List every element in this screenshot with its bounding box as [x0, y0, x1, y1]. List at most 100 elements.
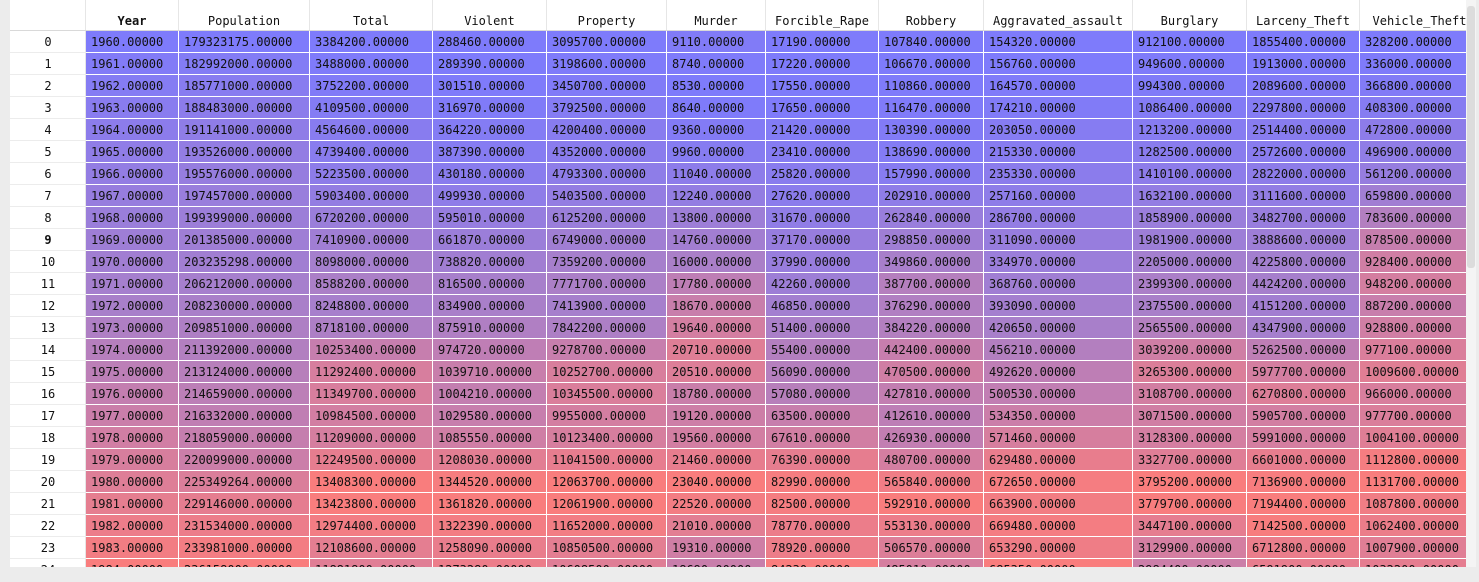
table-cell[interactable]: 197457000.00000: [178, 184, 310, 207]
column-header-robbery[interactable]: Robbery: [878, 0, 984, 31]
table-cell[interactable]: 7410900.00000: [309, 228, 433, 251]
table-cell[interactable]: 4564600.00000: [309, 118, 433, 141]
table-cell[interactable]: 3779700.00000: [1132, 492, 1247, 515]
table-cell[interactable]: 14760.00000: [666, 228, 766, 251]
table-cell[interactable]: 500530.00000: [983, 382, 1133, 405]
table-cell[interactable]: 430180.00000: [432, 162, 547, 185]
table-cell[interactable]: 17550.00000: [765, 74, 879, 97]
table-cell[interactable]: 592910.00000: [878, 492, 984, 515]
table-cell[interactable]: 229146000.00000: [178, 492, 310, 515]
row-index[interactable]: 21: [10, 492, 86, 515]
table-cell[interactable]: 8098000.00000: [309, 250, 433, 273]
table-cell[interactable]: 4225800.00000: [1246, 250, 1360, 273]
table-cell[interactable]: 82990.00000: [765, 470, 879, 493]
table-cell[interactable]: 1971.00000: [85, 272, 179, 295]
table-cell[interactable]: 13800.00000: [666, 206, 766, 229]
table-cell[interactable]: 420650.00000: [983, 316, 1133, 339]
table-cell[interactable]: 328200.00000: [1359, 30, 1476, 53]
table-cell[interactable]: 156760.00000: [983, 52, 1133, 75]
table-cell[interactable]: 3265300.00000: [1132, 360, 1247, 383]
table-cell[interactable]: 3482700.00000: [1246, 206, 1360, 229]
table-cell[interactable]: 6712800.00000: [1246, 536, 1360, 559]
table-cell[interactable]: 1131700.00000: [1359, 470, 1476, 493]
table-cell[interactable]: 4109500.00000: [309, 96, 433, 119]
table-cell[interactable]: 1344520.00000: [432, 470, 547, 493]
table-cell[interactable]: 629480.00000: [983, 448, 1133, 471]
table-cell[interactable]: 262840.00000: [878, 206, 984, 229]
table-cell[interactable]: 928400.00000: [1359, 250, 1476, 273]
table-cell[interactable]: 185771000.00000: [178, 74, 310, 97]
table-cell[interactable]: 51400.00000: [765, 316, 879, 339]
table-cell[interactable]: 3128300.00000: [1132, 426, 1247, 449]
table-cell[interactable]: 663900.00000: [983, 492, 1133, 515]
table-cell[interactable]: 2205000.00000: [1132, 250, 1247, 273]
table-cell[interactable]: 470500.00000: [878, 360, 984, 383]
table-cell[interactable]: 138690.00000: [878, 140, 984, 163]
table-cell[interactable]: 5223500.00000: [309, 162, 433, 185]
table-cell[interactable]: 6125200.00000: [546, 206, 667, 229]
table-cell[interactable]: 3095700.00000: [546, 30, 667, 53]
row-index[interactable]: 20: [10, 470, 86, 493]
table-cell[interactable]: 216332000.00000: [178, 404, 310, 427]
table-cell[interactable]: 4347900.00000: [1246, 316, 1360, 339]
table-cell[interactable]: 506570.00000: [878, 536, 984, 559]
table-cell[interactable]: 1967.00000: [85, 184, 179, 207]
column-header-property[interactable]: Property: [546, 0, 667, 31]
table-cell[interactable]: 1062400.00000: [1359, 514, 1476, 537]
table-cell[interactable]: 948200.00000: [1359, 272, 1476, 295]
table-cell[interactable]: 875910.00000: [432, 316, 547, 339]
table-cell[interactable]: 11881800.00000: [309, 558, 433, 567]
table-cell[interactable]: 1855400.00000: [1246, 30, 1360, 53]
row-index[interactable]: 12: [10, 294, 86, 317]
table-cell[interactable]: 1632100.00000: [1132, 184, 1247, 207]
table-cell[interactable]: 206212000.00000: [178, 272, 310, 295]
table-cell[interactable]: 208230000.00000: [178, 294, 310, 317]
table-cell[interactable]: 349860.00000: [878, 250, 984, 273]
table-cell[interactable]: 480700.00000: [878, 448, 984, 471]
table-cell[interactable]: 368760.00000: [983, 272, 1133, 295]
table-cell[interactable]: 12061900.00000: [546, 492, 667, 515]
table-cell[interactable]: 17220.00000: [765, 52, 879, 75]
table-cell[interactable]: 928800.00000: [1359, 316, 1476, 339]
table-cell[interactable]: 7413900.00000: [546, 294, 667, 317]
table-cell[interactable]: 301510.00000: [432, 74, 547, 97]
table-cell[interactable]: 201385000.00000: [178, 228, 310, 251]
table-cell[interactable]: 1966.00000: [85, 162, 179, 185]
row-index[interactable]: 4: [10, 118, 86, 141]
table-cell[interactable]: 236158000.00000: [178, 558, 310, 567]
table-cell[interactable]: 653290.00000: [983, 536, 1133, 559]
table-cell[interactable]: 7142500.00000: [1246, 514, 1360, 537]
table-cell[interactable]: 211392000.00000: [178, 338, 310, 361]
table-cell[interactable]: 9278700.00000: [546, 338, 667, 361]
table-cell[interactable]: 213124000.00000: [178, 360, 310, 383]
table-cell[interactable]: 7842200.00000: [546, 316, 667, 339]
table-cell[interactable]: 1979.00000: [85, 448, 179, 471]
table-cell[interactable]: 231534000.00000: [178, 514, 310, 537]
table-cell[interactable]: 215330.00000: [983, 140, 1133, 163]
table-cell[interactable]: 408300.00000: [1359, 96, 1476, 119]
table-cell[interactable]: 3071500.00000: [1132, 404, 1247, 427]
table-cell[interactable]: 1974.00000: [85, 338, 179, 361]
column-header-vehicle-theft[interactable]: Vehicle_Theft: [1359, 0, 1476, 31]
table-cell[interactable]: 1961.00000: [85, 52, 179, 75]
table-cell[interactable]: 6601000.00000: [1246, 448, 1360, 471]
table-cell[interactable]: 209851000.00000: [178, 316, 310, 339]
table-cell[interactable]: 82500.00000: [765, 492, 879, 515]
table-cell[interactable]: 974720.00000: [432, 338, 547, 361]
table-cell[interactable]: 199399000.00000: [178, 206, 310, 229]
table-cell[interactable]: 195576000.00000: [178, 162, 310, 185]
table-cell[interactable]: 12240.00000: [666, 184, 766, 207]
row-index[interactable]: 23: [10, 536, 86, 559]
table-cell[interactable]: 19310.00000: [666, 536, 766, 559]
table-cell[interactable]: 1087800.00000: [1359, 492, 1476, 515]
table-cell[interactable]: 55400.00000: [765, 338, 879, 361]
table-cell[interactable]: 1968.00000: [85, 206, 179, 229]
table-cell[interactable]: 9360.00000: [666, 118, 766, 141]
table-cell[interactable]: 1004210.00000: [432, 382, 547, 405]
table-cell[interactable]: 1983.00000: [85, 536, 179, 559]
table-cell[interactable]: 2822000.00000: [1246, 162, 1360, 185]
table-cell[interactable]: 3129900.00000: [1132, 536, 1247, 559]
table-cell[interactable]: 3450700.00000: [546, 74, 667, 97]
table-cell[interactable]: 107840.00000: [878, 30, 984, 53]
table-cell[interactable]: 78920.00000: [765, 536, 879, 559]
